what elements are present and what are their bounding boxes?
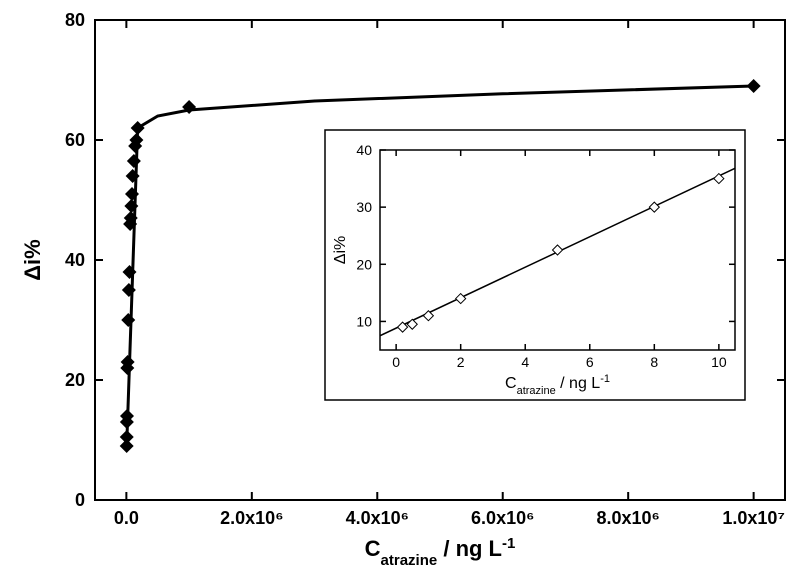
- inset-x-tick-label: 6: [586, 354, 594, 370]
- inset-x-tick-label: 2: [457, 354, 465, 370]
- chart-svg: 0.0 2.0x10⁶ 4.0x10⁶ 6.0x10⁶ 8.0x10⁶ 1.0x10⁷ 0 2…: [0, 0, 800, 581]
- main-marker: [127, 154, 141, 168]
- x-tick-label: 8.0x10⁶: [597, 508, 660, 528]
- x-tick-label: 0.0: [114, 508, 139, 528]
- y-tick-label: 0: [75, 490, 85, 510]
- inset-x-tick-label: 10: [711, 354, 727, 370]
- main-marker: [123, 265, 137, 279]
- main-marker: [121, 313, 135, 327]
- main-marker: [747, 79, 761, 93]
- x-tick-label: 1.0x10⁷: [722, 508, 784, 528]
- main-marker: [122, 283, 136, 297]
- inset-y-tick-label: 10: [356, 313, 372, 329]
- inset-y-axis-label: Δi%: [332, 236, 349, 264]
- main-marker: [131, 121, 145, 135]
- inset-x-tick-label: 0: [392, 354, 400, 370]
- x-tick-label: 4.0x10⁶: [346, 508, 409, 528]
- y-tick-label: 60: [65, 130, 85, 150]
- x-axis-label: Catrazine / ng L-1: [365, 535, 516, 569]
- x-tick-label: 2.0x10⁶: [220, 508, 283, 528]
- y-axis-label: Δi%: [20, 239, 45, 281]
- y-tick-label: 80: [65, 10, 85, 30]
- x-tick-label: 6.0x10⁶: [471, 508, 534, 528]
- inset-y-tick-label: 30: [356, 199, 372, 215]
- main-marker: [120, 430, 134, 444]
- y-tick-label: 40: [65, 250, 85, 270]
- inset-x-tick-label: 4: [521, 354, 529, 370]
- inset-frame: [325, 130, 745, 400]
- y-tick-label: 20: [65, 370, 85, 390]
- chart-container: 0.0 2.0x10⁶ 4.0x10⁶ 6.0x10⁶ 8.0x10⁶ 1.0x10⁷ 0 2…: [0, 0, 800, 581]
- inset-x-tick-label: 8: [650, 354, 658, 370]
- inset-y-tick-label: 20: [356, 256, 372, 272]
- inset-y-tick-label: 40: [356, 142, 372, 158]
